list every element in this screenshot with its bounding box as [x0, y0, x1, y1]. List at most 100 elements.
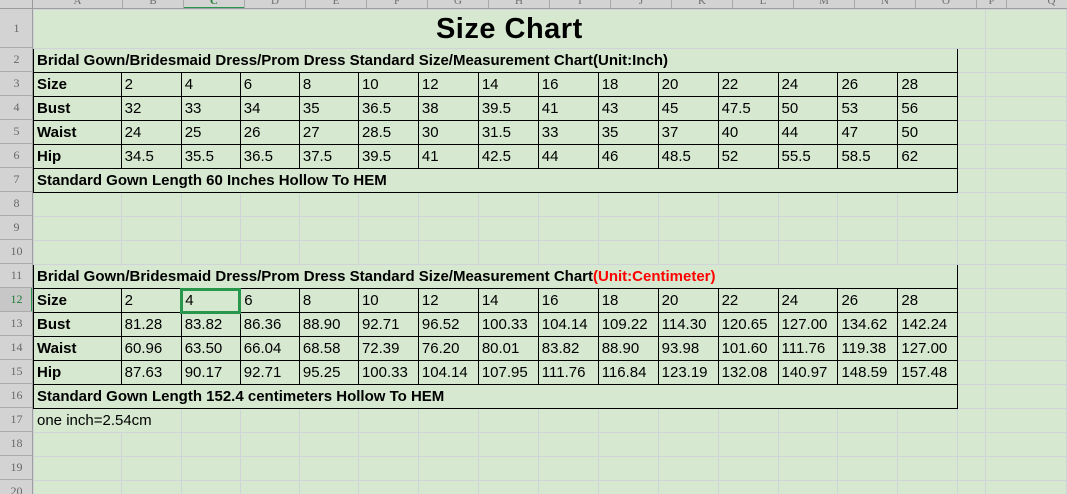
- cell-N10[interactable]: [837, 240, 899, 265]
- cell-I18[interactable]: [537, 432, 599, 457]
- cell-M9[interactable]: [777, 216, 839, 241]
- cell-J15[interactable]: 116.84: [597, 360, 659, 385]
- cell-L19[interactable]: [717, 456, 779, 481]
- cell-A16[interactable]: Standard Gown Length 152.4 centimeters H…: [32, 384, 959, 409]
- cell-F17[interactable]: [357, 408, 419, 433]
- cell-H17[interactable]: [477, 408, 539, 433]
- cell-K14[interactable]: 93.98: [657, 336, 719, 361]
- cell-A5[interactable]: Waist: [33, 120, 122, 145]
- cell-I9[interactable]: [537, 216, 599, 241]
- cell-I3[interactable]: 16: [537, 72, 599, 97]
- cell-C19[interactable]: [180, 456, 241, 481]
- cell-F4[interactable]: 36.5: [357, 96, 419, 121]
- cell-Q20[interactable]: [984, 480, 1067, 494]
- column-header-L[interactable]: L: [733, 0, 794, 8]
- cell-D17[interactable]: [239, 408, 300, 433]
- cell-I10[interactable]: [537, 240, 599, 265]
- cell-O12[interactable]: 28: [897, 288, 959, 313]
- select-all-button[interactable]: [0, 0, 33, 9]
- cell-D18[interactable]: [239, 432, 300, 457]
- row-header-11[interactable]: 11: [0, 264, 32, 288]
- column-header-P[interactable]: P: [977, 0, 1007, 8]
- cell-A7[interactable]: Standard Gown Length 60 Inches Hollow To…: [32, 168, 959, 193]
- cell-N3[interactable]: 26: [837, 72, 899, 97]
- cell-E6[interactable]: 37.5: [298, 144, 359, 169]
- cell-B15[interactable]: 87.63: [120, 360, 182, 385]
- row-header-16[interactable]: 16: [0, 384, 32, 408]
- column-header-M[interactable]: M: [794, 0, 855, 8]
- cell-M20[interactable]: [777, 480, 839, 494]
- cell-I19[interactable]: [537, 456, 599, 481]
- cell-E14[interactable]: 68.58: [298, 336, 359, 361]
- cell-D9[interactable]: [239, 216, 300, 241]
- cell-A4[interactable]: Bust: [33, 96, 122, 121]
- cell-O14[interactable]: 127.00: [897, 336, 959, 361]
- cell-J5[interactable]: 35: [597, 120, 659, 145]
- cell-A12[interactable]: Size: [33, 288, 122, 313]
- cell-J19[interactable]: [597, 456, 659, 481]
- cell-P17[interactable]: [957, 408, 986, 433]
- cell-E4[interactable]: 35: [298, 96, 359, 121]
- cell-K3[interactable]: 20: [657, 72, 719, 97]
- cell-E20[interactable]: [298, 480, 359, 494]
- cell-K17[interactable]: [657, 408, 719, 433]
- column-header-B[interactable]: B: [123, 0, 184, 8]
- cell-F8[interactable]: [357, 192, 419, 217]
- cell-E3[interactable]: 8: [298, 72, 359, 97]
- column-header-O[interactable]: O: [916, 0, 977, 8]
- cell-H12[interactable]: 14: [477, 288, 539, 313]
- cell-E19[interactable]: [298, 456, 359, 481]
- cell-C15[interactable]: 90.17: [180, 360, 241, 385]
- cell-M12[interactable]: 24: [777, 288, 839, 313]
- cell-M19[interactable]: [777, 456, 839, 481]
- cell-I6[interactable]: 44: [537, 144, 599, 169]
- cell-D6[interactable]: 36.5: [239, 144, 300, 169]
- cell-P11[interactable]: [957, 264, 986, 289]
- cell-E12[interactable]: 8: [298, 288, 359, 313]
- cell-L20[interactable]: [717, 480, 779, 494]
- cell-E15[interactable]: 95.25: [298, 360, 359, 385]
- cell-F5[interactable]: 28.5: [357, 120, 419, 145]
- cell-P5[interactable]: [957, 120, 986, 145]
- cell-J6[interactable]: 46: [597, 144, 659, 169]
- column-header-H[interactable]: H: [489, 0, 550, 8]
- cell-L12[interactable]: 22: [717, 288, 779, 313]
- cell-E9[interactable]: [298, 216, 359, 241]
- cell-O3[interactable]: 28: [897, 72, 959, 97]
- cell-N9[interactable]: [837, 216, 899, 241]
- cell-L9[interactable]: [717, 216, 779, 241]
- cell-B20[interactable]: [120, 480, 182, 494]
- cell-G10[interactable]: [417, 240, 479, 265]
- column-header-C[interactable]: C: [184, 0, 245, 8]
- cell-D19[interactable]: [239, 456, 300, 481]
- row-header-15[interactable]: 15: [0, 360, 32, 384]
- cell-P13[interactable]: [957, 312, 986, 337]
- cell-Q1[interactable]: [984, 9, 1067, 49]
- cell-A13[interactable]: Bust: [33, 312, 122, 337]
- cell-I5[interactable]: 33: [537, 120, 599, 145]
- cell-A14[interactable]: Waist: [33, 336, 122, 361]
- cell-Q13[interactable]: [984, 312, 1067, 337]
- cell-A18[interactable]: [33, 432, 122, 457]
- cell-P9[interactable]: [957, 216, 986, 241]
- cell-L17[interactable]: [717, 408, 779, 433]
- cell-D14[interactable]: 66.04: [239, 336, 300, 361]
- cell-P10[interactable]: [957, 240, 986, 265]
- cell-K19[interactable]: [657, 456, 719, 481]
- cell-M10[interactable]: [777, 240, 839, 265]
- row-header-10[interactable]: 10: [0, 240, 32, 264]
- cell-I15[interactable]: 111.76: [537, 360, 599, 385]
- cell-J4[interactable]: 43: [597, 96, 659, 121]
- cell-G4[interactable]: 38: [417, 96, 479, 121]
- cell-C17[interactable]: [180, 408, 241, 433]
- cell-B12[interactable]: 2: [120, 288, 182, 313]
- cell-J12[interactable]: 18: [597, 288, 659, 313]
- cell-I20[interactable]: [537, 480, 599, 494]
- column-header-A[interactable]: A: [33, 0, 123, 8]
- cell-D3[interactable]: 6: [239, 72, 300, 97]
- cell-I12[interactable]: 16: [537, 288, 599, 313]
- row-header-5[interactable]: 5: [0, 120, 32, 144]
- cell-O13[interactable]: 142.24: [897, 312, 959, 337]
- cell-K6[interactable]: 48.5: [657, 144, 719, 169]
- cell-H15[interactable]: 107.95: [477, 360, 539, 385]
